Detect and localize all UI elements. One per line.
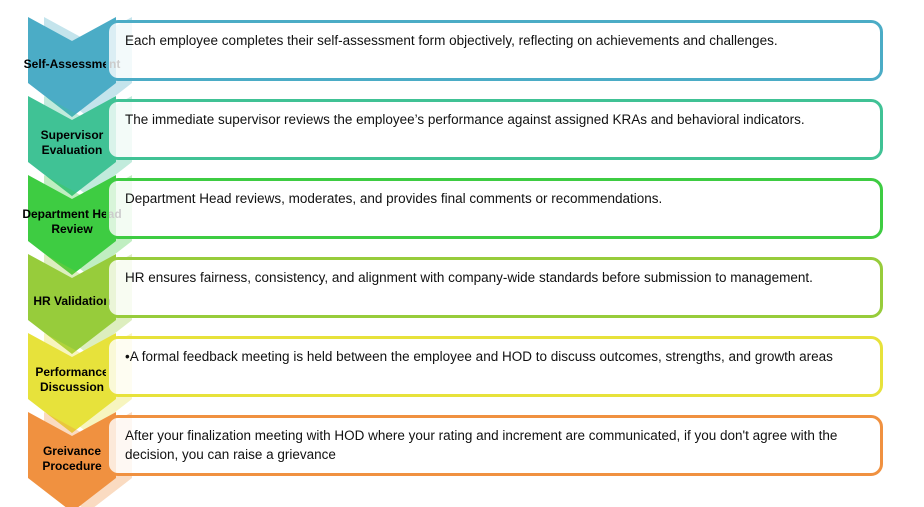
step-description-box: After your finalization meeting with HOD… — [106, 415, 883, 476]
chevron-down-icon — [28, 17, 116, 117]
step-label: Greivance Procedure — [42, 444, 102, 473]
process-step-row: Department Head Review Department Head r… — [22, 175, 896, 275]
process-step-row: Performance Discussion •A formal feedbac… — [28, 333, 896, 433]
chevron-down-icon — [28, 412, 116, 507]
process-step-row: Supervisor Evaluation The immediate supe… — [28, 96, 896, 196]
process-step-row: HR Validation HR ensures fairness, consi… — [28, 254, 896, 354]
step-description-text: Each employee completes their self-asses… — [125, 33, 778, 48]
step-label: Supervisor Evaluation — [40, 128, 104, 157]
chevron-down-icon — [28, 254, 116, 354]
chevron-down-icon — [28, 333, 116, 433]
step-description-text: •A formal feedback meeting is held betwe… — [125, 349, 833, 364]
step-label: HR Validation — [33, 293, 111, 308]
step-label: Self-Assessment — [23, 56, 121, 71]
step-description-text: The immediate supervisor reviews the emp… — [125, 112, 805, 127]
step-label: Department Head Review — [22, 207, 122, 236]
chevron-down-icon — [28, 96, 116, 196]
step-description-box: HR ensures fairness, consistency, and al… — [106, 257, 883, 318]
step-description-box: Department Head reviews, moderates, and … — [106, 178, 883, 239]
step-description-box: Each employee completes their self-asses… — [106, 20, 883, 81]
process-step-row: Greivance Procedure After your finalizat… — [28, 412, 896, 507]
step-description-box: •A formal feedback meeting is held betwe… — [106, 336, 883, 397]
chevron-down-icon — [28, 175, 116, 275]
step-description-text: After your finalization meeting with HOD… — [125, 428, 838, 462]
step-description-box: The immediate supervisor reviews the emp… — [106, 99, 883, 160]
step-label: Performance Discussion — [35, 365, 109, 394]
step-description-text: Department Head reviews, moderates, and … — [125, 191, 663, 206]
process-step-row: Self-Assessment Each employee completes … — [24, 17, 896, 117]
step-description-text: HR ensures fairness, consistency, and al… — [125, 270, 813, 285]
